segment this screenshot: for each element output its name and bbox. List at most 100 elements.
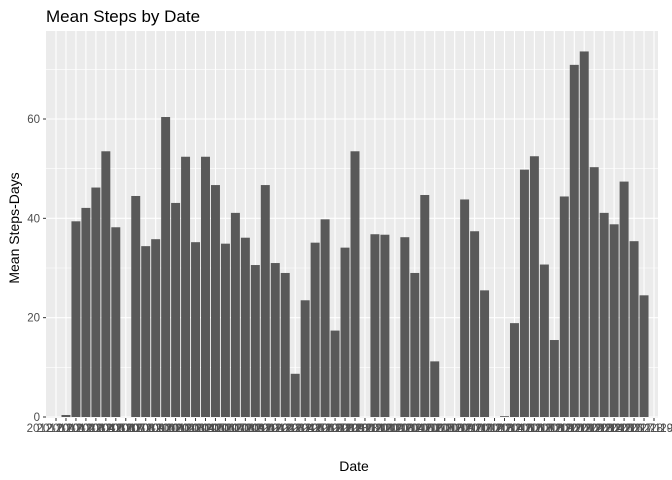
y-tick-label: 60 [27, 114, 40, 126]
x-tick-label: 2012-10-16 [176, 423, 235, 435]
x-tick-label: 2012-11-01 [336, 423, 394, 435]
bar [420, 194, 430, 417]
x-tick-label: 2012-11-03 [356, 423, 414, 435]
bar [480, 290, 490, 417]
bar [539, 264, 549, 417]
bar [330, 330, 340, 417]
bar [191, 242, 201, 417]
bar [181, 156, 191, 417]
bar [320, 219, 330, 417]
bar [151, 239, 161, 417]
bar [91, 187, 101, 417]
bar [201, 156, 210, 417]
x-tick-label: 2012-11-28 [605, 423, 663, 435]
x-tick-label: 2012-11-17 [495, 423, 553, 435]
x-tick-label: 2012-10-19 [206, 423, 265, 435]
bar [250, 265, 260, 417]
x-tick-label: 2012-10-22 [236, 423, 295, 435]
x-tick-label: 2012-10-01 [27, 423, 86, 435]
bar [350, 151, 360, 418]
bar [380, 234, 390, 417]
x-tick-label: 2012-10-29 [306, 423, 365, 435]
x-tick-label: 2012-11-12 [446, 423, 504, 435]
bar [300, 300, 310, 417]
x-tick-label: 2012-11-29 [615, 423, 672, 435]
y-axis-title: Mean Steps-Days [6, 172, 22, 283]
x-tick-label: 2012-11-18 [505, 423, 563, 435]
x-tick-label: 2012-10-20 [216, 423, 275, 435]
x-tick-label: 2012-11-16 [485, 423, 543, 435]
bar [460, 199, 470, 417]
y-tick-label: 40 [27, 213, 40, 225]
x-tick-label: 2012-10-07 [86, 423, 145, 435]
bar [111, 227, 121, 417]
bar [579, 51, 589, 417]
x-tick-label: 2012-10-17 [186, 423, 245, 435]
chart-title: Mean Steps by Date [46, 7, 200, 26]
x-tick-label: 2012-10-12 [136, 423, 195, 435]
bar [500, 416, 509, 417]
bar [270, 263, 280, 417]
x-tick-label: 2012-10-08 [96, 423, 155, 435]
y-tick-label: 20 [27, 313, 40, 325]
x-tick-label: 2012-11-20 [525, 423, 583, 435]
bar [370, 234, 380, 417]
x-tick-label: 2012-11-05 [376, 423, 434, 435]
bar [81, 207, 91, 417]
x-tick-label: 2012-11-02 [346, 423, 404, 435]
bar [101, 151, 111, 418]
bar [260, 185, 270, 417]
bar [400, 237, 410, 417]
bar [230, 212, 240, 417]
x-tick-label: 2012-11-09 [416, 423, 474, 435]
x-tick-label: 2012-10-18 [196, 423, 255, 435]
bar [310, 242, 320, 417]
bar [161, 117, 171, 417]
bar [220, 243, 230, 417]
x-tick-label: 2012-10-11 [127, 423, 185, 435]
x-tick-label: 2012-10-28 [296, 423, 355, 435]
bar [519, 169, 529, 417]
bar [470, 231, 480, 417]
bar [509, 323, 519, 417]
x-tick-label: 2012-11-19 [515, 423, 573, 435]
bar [210, 185, 220, 417]
x-tick-label: 2012-11-25 [575, 423, 633, 435]
x-tick-label: 2012-11-23 [555, 423, 613, 435]
x-tick-label: 2012-11-07 [396, 423, 454, 435]
x-tick-label: 2012-11-08 [406, 423, 464, 435]
x-tick-label: 2012-11-21 [535, 423, 593, 435]
x-tick-label: 2012-10-27 [286, 423, 345, 435]
x-tick-label: 2012-11-26 [585, 423, 643, 435]
bar [549, 340, 559, 417]
x-tick-label: 2012-11-06 [386, 423, 444, 435]
y-axis-ticks: 0 20 40 60 [27, 114, 46, 424]
bar [171, 202, 181, 417]
x-tick-label: 2012-10-03 [47, 423, 106, 435]
x-tick-label: 2012-10-23 [246, 423, 305, 435]
bar [71, 221, 81, 417]
x-tick-label: 2012-11-15 [476, 423, 534, 435]
x-tick-label: 2012-11-22 [545, 423, 603, 435]
x-tick-label: 2012-10-10 [116, 423, 175, 435]
x-tick-label: 2012-10-02 [37, 423, 96, 435]
bars-group [61, 51, 649, 418]
x-axis-ticks: 2012-10-012012-10-022012-10-032012-10-04… [27, 418, 672, 435]
x-tick-label: 2012-11-24 [565, 423, 624, 435]
x-tick-label: 2012-10-13 [146, 423, 205, 435]
x-tick-label: 2012-11-13 [456, 423, 514, 435]
x-axis-title: Date [339, 458, 369, 474]
x-tick-label: 2012-10-15 [166, 423, 225, 435]
bar [589, 167, 599, 417]
bar [639, 295, 649, 417]
x-tick-label: 2012-10-06 [76, 423, 135, 435]
bar [629, 241, 639, 417]
x-tick-label: 2012-11-27 [595, 423, 653, 435]
x-tick-label: 2012-10-24 [256, 423, 315, 435]
bar [61, 415, 71, 417]
bar [131, 195, 141, 417]
bar [141, 246, 151, 417]
x-tick-label: 2012-10-14 [156, 423, 215, 435]
x-tick-label: 2012-11-30 [625, 423, 672, 435]
